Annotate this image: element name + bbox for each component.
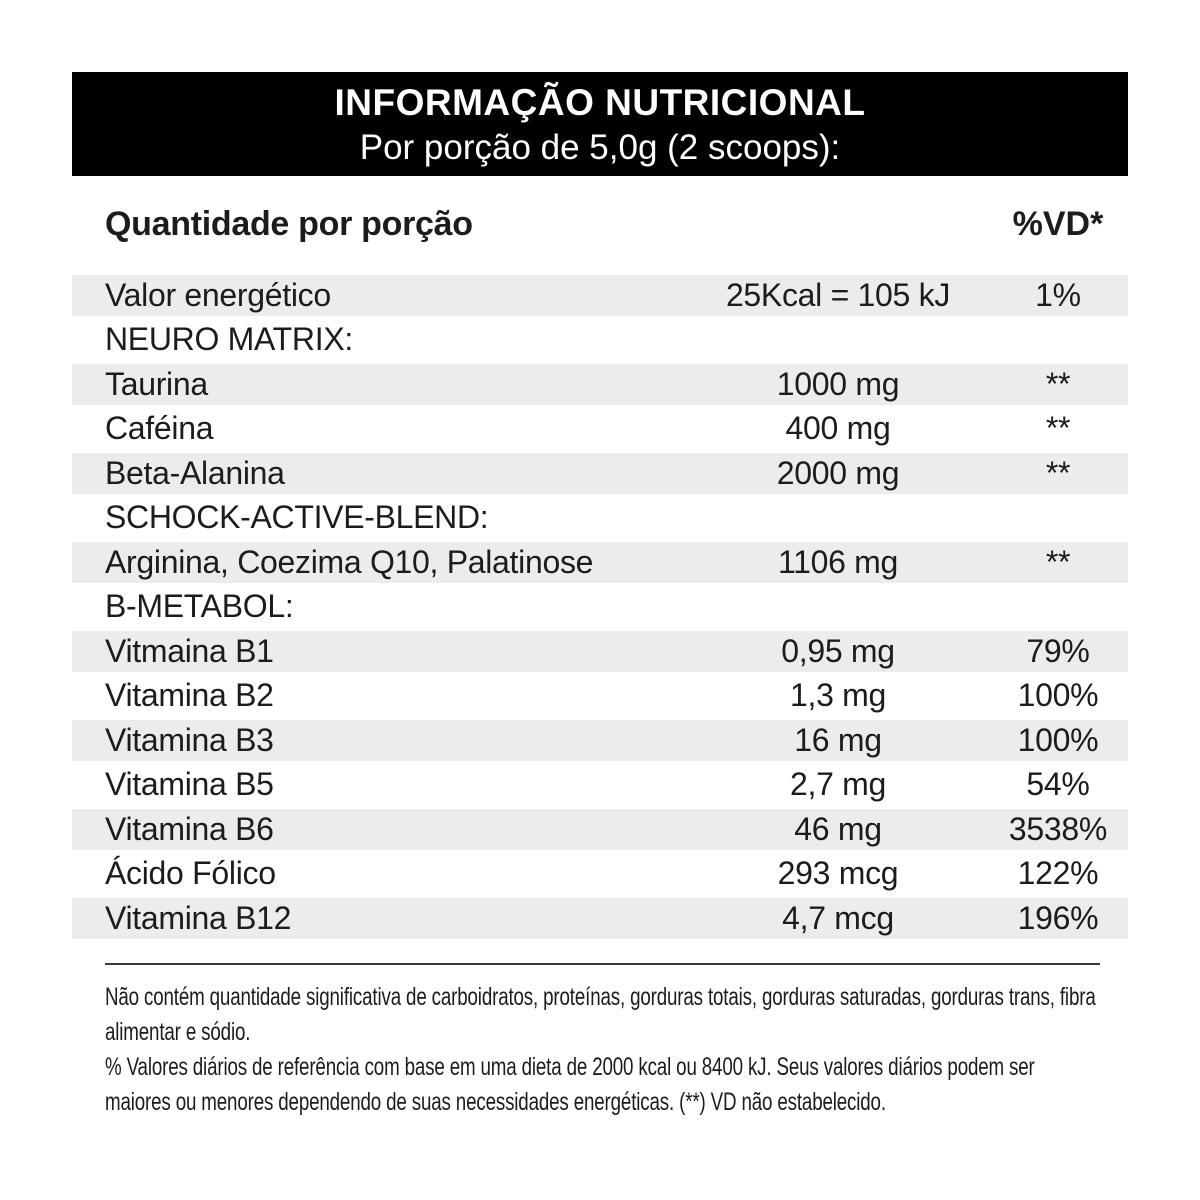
- section-name: SCHOCK-ACTIVE-BLEND:: [105, 499, 489, 536]
- nutrient-daily-value: **: [1045, 454, 1071, 491]
- nutrient-amount: 293 mcg: [777, 855, 899, 892]
- nutrient-daily-value: 79%: [1026, 632, 1090, 669]
- nutrient-name: Ácido Fólico: [105, 855, 276, 892]
- daily-value-column-header: %VD*: [1012, 205, 1104, 243]
- nutrient-name: Vitamina B2: [105, 677, 274, 714]
- label-header-bar: INFORMAÇÃO NUTRICIONAL Por porção de 5,0…: [72, 72, 1128, 176]
- nutrient-name: Arginina, Coezima Q10, Palatinose: [105, 543, 594, 580]
- nutrient-daily-value: 54%: [1026, 766, 1090, 803]
- table-row: Caféina 400 mg **: [72, 407, 1128, 452]
- nutrient-amount: 1106 mg: [777, 543, 899, 580]
- column-header-row: Quantidade por porção %VD*: [72, 176, 1128, 273]
- nutrient-name: Taurina: [105, 365, 208, 402]
- section-header-row: B-METABOL:: [72, 585, 1128, 630]
- footnote-daily-values-reference: % Valores diários de referência com base…: [105, 1052, 1035, 1116]
- nutrient-daily-value: 100%: [1017, 677, 1099, 714]
- table-row: Ácido Fólico 293 mcg 122%: [72, 852, 1128, 897]
- nutrient-amount: 1,3 mg: [789, 677, 887, 714]
- nutrient-amount: 46 mg: [794, 810, 882, 847]
- nutrient-amount: 2,7 mg: [789, 766, 887, 803]
- nutrient-amount: 0,95 mg: [781, 632, 895, 669]
- nutrition-label: INFORMAÇÃO NUTRICIONAL Por porção de 5,0…: [72, 72, 1128, 1120]
- nutrient-amount: 4,7 mcg: [782, 899, 894, 936]
- table-row: Vitamina B12 4,7 mcg 196%: [72, 896, 1128, 941]
- nutrient-name: Caféina: [105, 410, 214, 447]
- nutrient-daily-value: **: [1045, 410, 1071, 447]
- table-row: Vitamina B6 46 mg 3538%: [72, 807, 1128, 852]
- nutrient-name: Valor energético: [105, 276, 331, 313]
- nutrient-amount: 25Kcal = 105 kJ: [725, 276, 951, 313]
- nutrient-amount: 1000 mg: [776, 365, 900, 402]
- nutrient-amount: 16 mg: [794, 721, 882, 758]
- nutrient-amount: 400 mg: [785, 410, 891, 447]
- nutrient-daily-value: 3538%: [1008, 810, 1108, 847]
- amount-column-header: Quantidade por porção: [105, 205, 473, 243]
- footnote-divider: [105, 962, 1100, 965]
- nutrition-table: Valor energético 25Kcal = 105 kJ 1% NEUR…: [72, 273, 1128, 941]
- table-row: Valor energético 25Kcal = 105 kJ 1%: [72, 273, 1128, 318]
- footnotes: Não contém quantidade significativa de c…: [105, 980, 1100, 1120]
- table-row: Vitamina B5 2,7 mg 54%: [72, 763, 1128, 808]
- label-serving-subtitle: Por porção de 5,0g (2 scoops):: [359, 128, 841, 167]
- nutrient-daily-value: 196%: [1017, 899, 1099, 936]
- nutrient-daily-value: **: [1045, 365, 1071, 402]
- label-title: INFORMAÇÃO NUTRICIONAL: [334, 82, 866, 123]
- nutrient-daily-value: 122%: [1017, 855, 1099, 892]
- section-header-row: NEURO MATRIX:: [72, 318, 1128, 363]
- section-name: NEURO MATRIX:: [105, 321, 353, 358]
- table-row: Beta-Alanina 2000 mg **: [72, 451, 1128, 496]
- nutrient-name: Beta-Alanina: [105, 454, 285, 491]
- footnote-no-significant-amounts: Não contém quantidade significativa de c…: [105, 982, 1096, 1046]
- nutrient-amount: 2000 mg: [776, 454, 900, 491]
- nutrient-name: Vitmaina B1: [105, 632, 274, 669]
- section-name: B-METABOL:: [105, 588, 294, 625]
- section-header-row: SCHOCK-ACTIVE-BLEND:: [72, 496, 1128, 541]
- table-row: Arginina, Coezima Q10, Palatinose 1106 m…: [72, 540, 1128, 585]
- table-row: Vitamina B3 16 mg 100%: [72, 718, 1128, 763]
- nutrient-daily-value: **: [1045, 543, 1071, 580]
- nutrient-name: Vitamina B12: [105, 899, 292, 936]
- nutrient-daily-value: 100%: [1017, 721, 1099, 758]
- table-row: Taurina 1000 mg **: [72, 362, 1128, 407]
- nutrient-name: Vitamina B5: [105, 766, 274, 803]
- table-row: Vitmaina B1 0,95 mg 79%: [72, 629, 1128, 674]
- footnotes-text-block: Não contém quantidade significativa de c…: [105, 980, 1100, 1120]
- nutrient-daily-value: 1%: [1035, 276, 1081, 313]
- nutrient-name: Vitamina B3: [105, 721, 274, 758]
- table-row: Vitamina B2 1,3 mg 100%: [72, 674, 1128, 719]
- nutrient-name: Vitamina B6: [105, 810, 274, 847]
